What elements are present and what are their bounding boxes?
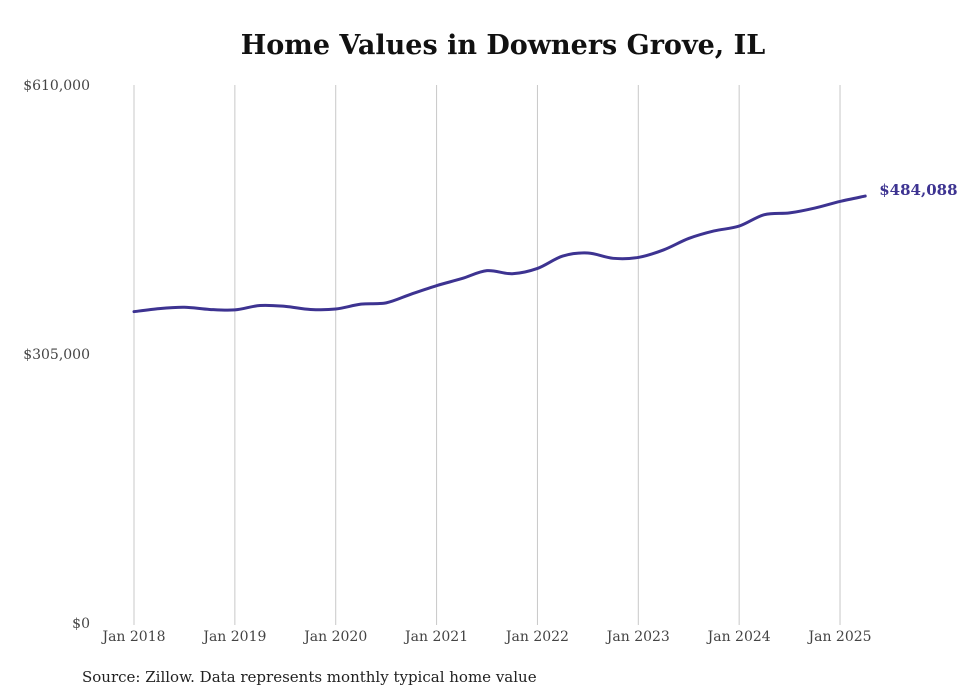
gridlines <box>133 85 841 625</box>
series-layer <box>132 194 867 314</box>
y-tick-label: $305,000 <box>23 347 90 363</box>
x-axis-ticks: Jan 2018 Jan 2019 Jan 2020 Jan 2021 Jan 2022… <box>100 629 871 645</box>
x-tick-label: Jan 2020 <box>302 629 367 645</box>
x-tick-label: Jan 2021 <box>403 629 468 645</box>
label-layer: $484,088 <box>879 181 957 199</box>
x-tick-label: Jan 2023 <box>605 629 670 645</box>
source-note: Source: Zillow. Data represents monthly … <box>82 668 537 686</box>
x-tick-label: Jan 2019 <box>201 629 266 645</box>
x-tick-label: Jan 2018 <box>100 629 165 645</box>
y-tick-label: $610,000 <box>23 78 90 94</box>
x-tick-label: Jan 2022 <box>504 629 569 645</box>
y-axis-ticks: $0 $305,000 $610,000 <box>23 78 90 632</box>
x-tick-label: Jan 2024 <box>706 629 771 645</box>
end-value-label: $484,088 <box>879 181 957 199</box>
series-line-0 <box>132 194 867 314</box>
chart-title: Home Values in Downers Grove, IL <box>240 30 766 61</box>
x-tick-label: Jan 2025 <box>806 629 871 645</box>
y-tick-label: $0 <box>72 616 90 632</box>
